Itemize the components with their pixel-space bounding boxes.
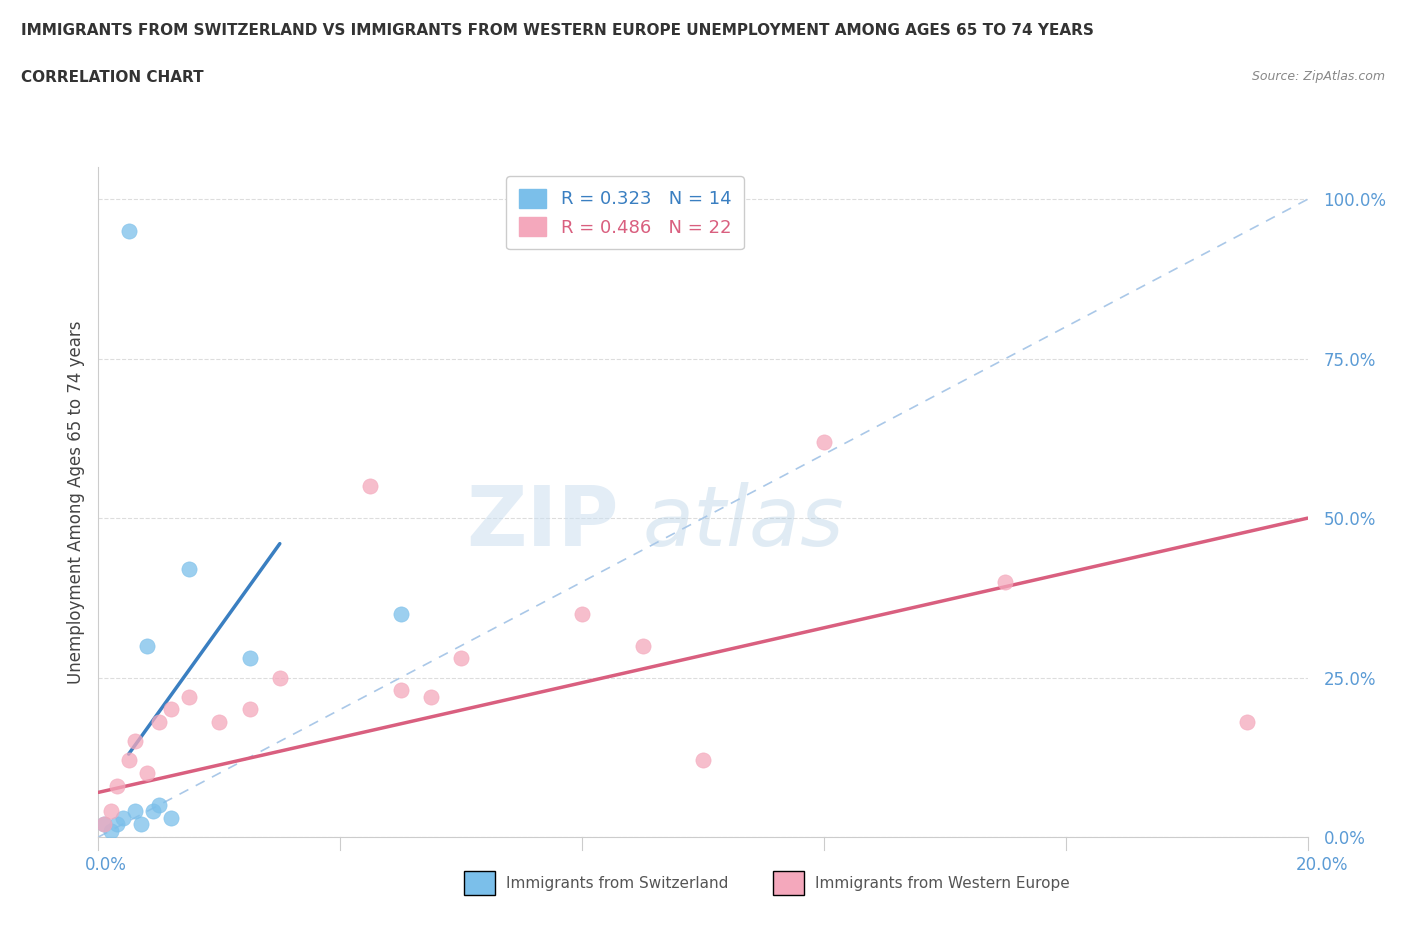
Point [93, 817, 115, 831]
Point [813, 434, 835, 449]
Point [160, 702, 183, 717]
Point [994, 575, 1017, 590]
Point [360, 479, 382, 494]
Point [142, 804, 165, 819]
Point [631, 638, 654, 653]
Point [118, 753, 141, 768]
Point [105, 817, 128, 831]
Point [179, 562, 201, 577]
Y-axis label: Unemployment Among Ages 65 to 74 years: Unemployment Among Ages 65 to 74 years [66, 321, 84, 684]
Point [389, 683, 412, 698]
Point [692, 753, 714, 768]
Point [179, 689, 201, 704]
Point [148, 715, 170, 730]
Point [389, 606, 412, 621]
Point [160, 810, 183, 825]
Text: ZIP: ZIP [465, 482, 619, 563]
Point [135, 765, 157, 780]
Point [148, 798, 170, 813]
Point [100, 823, 122, 838]
Point [93, 817, 115, 831]
Point [129, 817, 152, 831]
Point [208, 715, 231, 730]
Text: 0.0%: 0.0% [84, 856, 127, 873]
Text: Immigrants from Western Europe: Immigrants from Western Europe [815, 875, 1070, 891]
Text: Source: ZipAtlas.com: Source: ZipAtlas.com [1251, 70, 1385, 83]
Point [135, 638, 157, 653]
Point [239, 651, 262, 666]
Point [450, 651, 472, 666]
Text: 20.0%: 20.0% [1295, 856, 1348, 873]
Point [239, 702, 262, 717]
Point [1236, 715, 1258, 730]
Point [269, 671, 291, 685]
Point [124, 804, 146, 819]
Text: IMMIGRANTS FROM SWITZERLAND VS IMMIGRANTS FROM WESTERN EUROPE UNEMPLOYMENT AMONG: IMMIGRANTS FROM SWITZERLAND VS IMMIGRANT… [21, 23, 1094, 38]
Text: atlas: atlas [643, 482, 844, 563]
Point [124, 734, 146, 749]
Point [100, 804, 122, 819]
Legend: R = 0.323   N = 14, R = 0.486   N = 22: R = 0.323 N = 14, R = 0.486 N = 22 [506, 177, 744, 249]
Point [571, 606, 593, 621]
Point [420, 689, 443, 704]
Text: Immigrants from Switzerland: Immigrants from Switzerland [506, 875, 728, 891]
Point [118, 224, 141, 239]
Text: CORRELATION CHART: CORRELATION CHART [21, 70, 204, 85]
Point [111, 810, 134, 825]
Point [105, 778, 128, 793]
